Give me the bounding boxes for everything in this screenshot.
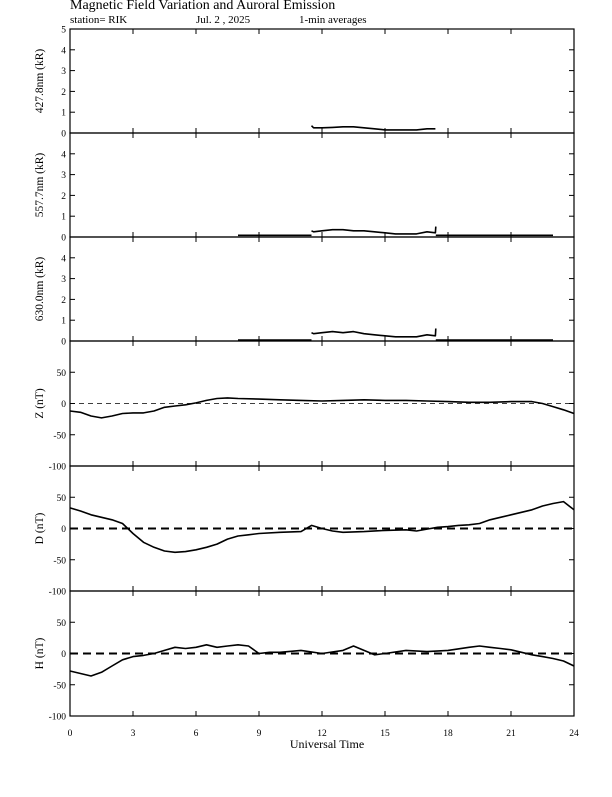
y-tick-label: 2 xyxy=(61,192,66,202)
x-axis-label: Universal Time xyxy=(290,737,364,751)
y-axis-label: H (nT) xyxy=(34,638,46,670)
y-tick-label: 0 xyxy=(61,400,66,410)
panel-5: -100 -50 0 50 D (nT) xyxy=(34,465,575,598)
y-tick-label: 0 xyxy=(61,525,66,535)
y-tick-label: 0 xyxy=(61,338,66,348)
panel-3: 0 1 2 3 4 630.0nm (kR) xyxy=(34,236,575,348)
x-tick-label: 21 xyxy=(506,729,516,739)
y-tick-label: 0 xyxy=(61,130,66,140)
y-axis-label: 557.7nm (kR) xyxy=(34,153,46,218)
y-tick-label: 1 xyxy=(61,213,66,223)
y-tick-label: 4 xyxy=(61,254,66,264)
x-tick-label: 6 xyxy=(194,729,199,739)
y-axis-label: Z (nT) xyxy=(34,388,46,419)
date-label: Jul. 2 , 2025 xyxy=(196,14,251,26)
y-axis-label: D (nT) xyxy=(34,513,46,545)
y-tick-label: 2 xyxy=(61,296,66,306)
panel-2: 0 1 2 3 4 557.7nm (kR) xyxy=(34,132,575,244)
y-tick-label: 0 xyxy=(61,650,66,660)
y-tick-label: 4 xyxy=(61,150,66,160)
y-tick-label: 1 xyxy=(61,317,66,327)
y-tick-label: 3 xyxy=(61,67,66,77)
y-axis-label: 427.8nm (kR) xyxy=(34,49,46,114)
station-label: station= RIK xyxy=(70,14,127,26)
panel-1: 0 1 2 3 4 5 427.8nm (kR) xyxy=(34,26,575,140)
series-line xyxy=(311,328,437,338)
y-tick-label: 3 xyxy=(61,171,66,181)
x-tick-label: 18 xyxy=(443,729,453,739)
series-line xyxy=(69,500,575,554)
y-tick-label: -100 xyxy=(49,713,67,723)
series-line xyxy=(69,397,575,419)
series-line xyxy=(311,226,437,235)
y-tick-label: 0 xyxy=(61,234,66,244)
y-tick-label: -50 xyxy=(53,556,66,566)
y-tick-label: -100 xyxy=(49,463,67,473)
y-tick-label: 50 xyxy=(57,369,67,379)
y-tick-label: 2 xyxy=(61,88,66,98)
y-tick-label: 5 xyxy=(61,26,66,36)
x-tick-label: 9 xyxy=(257,729,262,739)
y-tick-label: -100 xyxy=(49,588,67,598)
y-tick-label: 4 xyxy=(61,46,66,56)
panel-6: -100 -50 0 50 H (nT) xyxy=(34,590,575,723)
panel-frame xyxy=(69,236,575,342)
y-tick-label: 50 xyxy=(57,494,67,504)
y-tick-label: 1 xyxy=(61,109,66,119)
y-tick-label: 50 xyxy=(57,619,67,629)
y-tick-label: 3 xyxy=(61,275,66,285)
x-tick-label: 0 xyxy=(68,729,73,739)
x-tick-label: 3 xyxy=(131,729,136,739)
y-axis-label: 630.0nm (kR) xyxy=(34,257,46,322)
figure-title: Magnetic Field Variation and Auroral Emi… xyxy=(70,0,335,13)
series-line xyxy=(310,125,436,131)
averaging-label: 1-min averages xyxy=(299,14,367,26)
panel-frame xyxy=(69,28,575,134)
series-line xyxy=(69,643,575,677)
panel-frame xyxy=(69,132,575,238)
x-tick-label: 15 xyxy=(380,729,390,739)
y-tick-label: -50 xyxy=(53,681,66,691)
panel-4: -100 -50 0 50 Z (nT) xyxy=(34,340,575,473)
x-tick-label: 12 xyxy=(317,729,327,739)
x-tick-label: 24 xyxy=(569,729,579,739)
y-tick-label: -50 xyxy=(53,431,66,441)
